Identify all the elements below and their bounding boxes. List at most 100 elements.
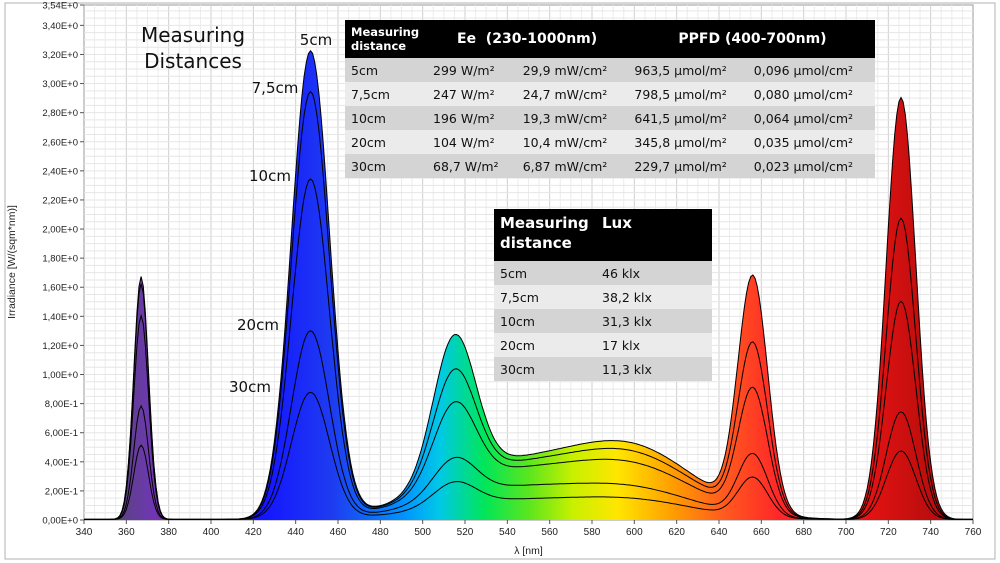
lux-table-cell: 30cm	[494, 357, 596, 381]
curve-label: 20cm	[237, 316, 279, 334]
x-tick-label: 680	[795, 527, 812, 538]
ee-table-cell: 24,7 mW/cm²	[516, 82, 629, 106]
ee-table-cell: 0,096 µmol/cm²	[747, 58, 875, 82]
x-tick-label: 520	[457, 527, 474, 538]
ee-table-row: 30cm 68,7 W/m² 6,87 mW/cm² 229,7 µmol/m² 0,0…	[345, 154, 875, 178]
ee-table-cell: 0,023 µmol/cm²	[747, 154, 875, 178]
x-tick-label: 560	[541, 527, 558, 538]
x-tick-label: 580	[584, 527, 601, 538]
y-tick-label: 3,20E+0	[42, 50, 78, 61]
irradiance-table: Measuring distance Ee (230-1000nm) PPFD …	[345, 20, 875, 178]
curve-label: 30cm	[229, 378, 271, 396]
lux-table-row: 7,5cm 38,2 klx	[494, 285, 712, 309]
y-tick-label: 3,00E+0	[42, 79, 78, 90]
chart-title: Measuring Distances	[141, 23, 245, 73]
curve-label: 7,5cm	[252, 79, 299, 97]
x-tick-label: 440	[287, 527, 304, 538]
x-axis-label: λ [nm]	[514, 545, 543, 557]
series-line	[84, 391, 973, 520]
y-tick-label: 2,60E+0	[42, 137, 78, 148]
ee-table-cell: 0,035 µmol/cm²	[747, 130, 875, 154]
lux-header-distance: Measuring distance	[494, 209, 596, 261]
lux-table-cell: 46 klx	[596, 261, 712, 285]
ee-table-cell: 345,8 µmol/m²	[628, 130, 748, 154]
y-tick-label: 8,00E-1	[45, 399, 78, 410]
ee-table-cell: 68,7 W/m²	[427, 154, 517, 178]
ee-table-cell: 30cm	[345, 154, 427, 178]
x-tick-label: 360	[118, 527, 135, 538]
ee-table-cell: 229,7 µmol/m²	[628, 154, 748, 178]
ee-table-cell: 104 W/m²	[427, 130, 517, 154]
x-tick-label: 740	[922, 527, 939, 538]
ee-table-row: 20cm 104 W/m² 10,4 mW/cm² 345,8 µmol/m² 0,03…	[345, 130, 875, 154]
x-tick-label: 720	[880, 527, 897, 538]
y-tick-label: 2,80E+0	[42, 108, 78, 119]
lux-table-cell: 5cm	[494, 261, 596, 285]
x-tick-label: 340	[76, 527, 93, 538]
ee-table-cell: 19,3 mW/cm²	[516, 106, 629, 130]
spectrum-fill	[84, 50, 973, 520]
ee-table-cell: 29,9 mW/cm²	[516, 58, 629, 82]
lux-table-cell: 11,3 klx	[596, 357, 712, 381]
chart-title-line: Distances	[144, 49, 242, 73]
y-tick-label: 3,54E+0	[42, 1, 78, 12]
lux-table-cell: 7,5cm	[494, 285, 596, 309]
ee-header-ee: Ee (230-1000nm)	[427, 20, 629, 58]
ee-table-cell: 641,5 µmol/m²	[628, 106, 748, 130]
ee-table-cell: 10cm	[345, 106, 427, 130]
lux-table-cell: 17 klx	[596, 333, 712, 357]
ee-table-cell: 5cm	[345, 58, 427, 82]
y-axis-label: Irradiance [W/(sqm*nm)]	[6, 205, 18, 319]
curve-label: 10cm	[249, 167, 291, 185]
lux-header-lux: Lux	[596, 209, 712, 261]
curve-label: 5cm	[300, 31, 332, 49]
x-tick-label: 760	[965, 527, 982, 538]
ee-table-cell: 963,5 µmol/m²	[628, 58, 748, 82]
y-tick-label: 1,20E+0	[42, 341, 78, 352]
ee-header-distance: Measuring distance	[345, 20, 427, 58]
x-tick-label: 380	[160, 527, 177, 538]
ee-table-cell: 7,5cm	[345, 82, 427, 106]
ee-header-ppfd: PPFD (400-700nm)	[628, 20, 875, 58]
x-tick-label: 480	[372, 527, 389, 538]
lux-table-row: 5cm 46 klx	[494, 261, 712, 285]
y-tick-label: 3,40E+0	[42, 21, 78, 32]
ee-table-row: 10cm 196 W/m² 19,3 mW/cm² 641,5 µmol/m² 0,06…	[345, 106, 875, 130]
ee-table-cell: 247 W/m²	[427, 82, 517, 106]
y-tick-label: 2,20E+0	[42, 195, 78, 206]
x-tick-label: 600	[626, 527, 643, 538]
lux-table-cell: 20cm	[494, 333, 596, 357]
x-tick-label: 640	[711, 527, 728, 538]
chart-title-line: Measuring	[141, 23, 245, 47]
ee-table-cell: 0,064 µmol/cm²	[747, 106, 875, 130]
y-tick-label: 1,80E+0	[42, 254, 78, 265]
x-tick-label: 660	[753, 527, 770, 538]
x-tick-label: 620	[668, 527, 685, 538]
y-tick-label: 2,00E+0	[42, 225, 78, 236]
lux-table: Measuring distance Lux 5cm 46 klx 7,5cm 38,…	[494, 209, 712, 381]
lux-table-cell: 31,3 klx	[596, 309, 712, 333]
lux-table-row: 10cm 31,3 klx	[494, 309, 712, 333]
y-tick-label: 1,60E+0	[42, 283, 78, 294]
lux-table-row: 20cm 17 klx	[494, 333, 712, 357]
y-tick-label: 0,00E+0	[42, 516, 78, 527]
lux-table-cell: 10cm	[494, 309, 596, 333]
x-tick-label: 400	[203, 527, 220, 538]
y-tick-label: 1,00E+0	[42, 370, 78, 381]
ee-table-cell: 6,87 mW/cm²	[516, 154, 629, 178]
ee-table-cell: 798,5 µmol/m²	[628, 82, 748, 106]
x-tick-label: 700	[838, 527, 855, 538]
x-tick-label: 420	[245, 527, 262, 538]
y-tick-label: 4,00E-1	[45, 457, 78, 468]
lux-table-cell: 38,2 klx	[596, 285, 712, 309]
y-tick-label: 1,40E+0	[42, 312, 78, 323]
y-tick-label: 2,00E-1	[45, 486, 78, 497]
ee-table-row: 5cm 299 W/m² 29,9 mW/cm² 963,5 µmol/m² 0,096…	[345, 58, 875, 82]
y-tick-label: 2,40E+0	[42, 166, 78, 177]
ee-table-cell: 10,4 mW/cm²	[516, 130, 629, 154]
x-tick-label: 540	[499, 527, 516, 538]
ee-table-cell: 0,080 µmol/cm²	[747, 82, 875, 106]
lux-table-row: 30cm 11,3 klx	[494, 357, 712, 381]
ee-table-cell: 20cm	[345, 130, 427, 154]
y-tick-label: 6,00E-1	[45, 428, 78, 439]
